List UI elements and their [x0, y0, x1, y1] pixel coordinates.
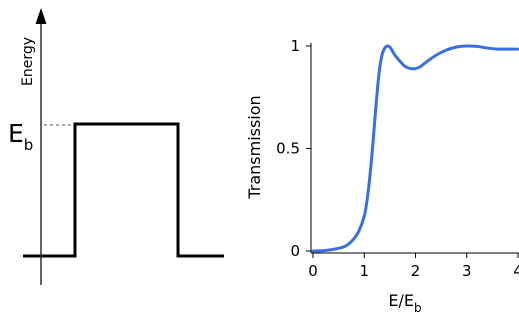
y-tick-label: 0 [290, 242, 300, 260]
y-tick-label: 0.5 [276, 140, 300, 158]
barrier-energy-label: Eb [8, 119, 33, 154]
barrier-potential-line [23, 122, 224, 258]
chart-x-label: E/Eb [388, 291, 421, 315]
barrier-diagram: Energy Eb [8, 8, 224, 285]
x-tick-label: 1 [359, 262, 369, 280]
transmission-series-line [311, 44, 519, 253]
chart-y-label: Transmission [245, 95, 264, 199]
y-tick-label: 1 [290, 37, 300, 55]
x-tick-label: 4 [513, 262, 519, 280]
x-tick-label: 3 [462, 262, 472, 280]
y-ticks: 00.51 [276, 37, 311, 260]
x-tick-label: 0 [308, 262, 318, 280]
energy-axis-label: Energy [20, 37, 36, 86]
energy-axis-arrow-icon [35, 8, 47, 24]
x-ticks: 0 1 2 3 4 [308, 253, 519, 280]
x-tick-label: 2 [411, 262, 421, 280]
